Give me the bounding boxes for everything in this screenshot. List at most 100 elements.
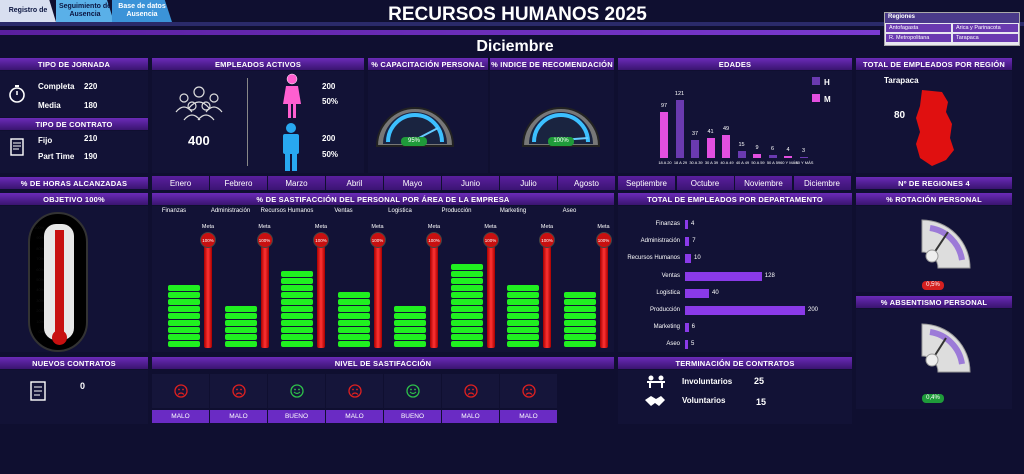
dept-label: Administración [640, 238, 680, 245]
age-bar-value: 3 [801, 147, 806, 154]
green-segment [224, 334, 257, 340]
month-marzo[interactable]: Marzo [268, 176, 326, 190]
legend-h-label: H [824, 78, 830, 87]
region-option[interactable]: Antofagasta [885, 23, 952, 33]
area-name: Producción [441, 208, 472, 214]
month-diciembre[interactable]: Diciembre [793, 176, 852, 190]
men-pct: 50% [322, 150, 339, 159]
meta-value: 100% [595, 232, 612, 248]
region-value: 80 [894, 110, 906, 121]
thermo-scale-label: 60% [36, 267, 44, 272]
region-option[interactable]: Arica y Parinacota [952, 23, 1019, 33]
age-bar [768, 155, 777, 158]
green-segment [394, 313, 426, 319]
meta-bar [204, 244, 212, 348]
month-noviembre[interactable]: Noviembre [735, 176, 793, 190]
nivel-label: BUENO [268, 410, 326, 423]
green-segment [337, 313, 370, 319]
area-name: Logistica [388, 208, 412, 214]
rotacion-gauge [921, 219, 971, 269]
month-septiembre[interactable]: Septiembre [618, 176, 676, 190]
dept-label: Finanzas [655, 221, 680, 227]
age-bar-label: 60 Y MÁS [780, 160, 798, 165]
contract-icon [10, 138, 24, 156]
voluntarios-value: 15 [756, 397, 767, 407]
green-segment [281, 320, 313, 326]
dept-bar [685, 237, 690, 247]
regions-filter[interactable]: Regiones Antofagasta Arica y Parinacota … [884, 12, 1020, 46]
green-segment [281, 278, 313, 284]
month-febrero[interactable]: Febrero [210, 176, 268, 190]
month-enero[interactable]: Enero [152, 176, 210, 190]
nivel-face [152, 374, 210, 408]
month-julio[interactable]: Julio [500, 176, 558, 190]
empleados-header: EMPLEADOS ACTIVOS [152, 58, 364, 70]
edades-panel [618, 71, 852, 173]
nivel-label: MALO [152, 410, 210, 423]
green-segment [168, 341, 200, 347]
green-segment [224, 313, 257, 319]
green-segment [563, 320, 596, 326]
age-bar [753, 153, 761, 158]
green-segment [168, 285, 200, 291]
area-name: Recursos Humanos [260, 208, 314, 214]
green-segment [224, 327, 257, 333]
area-name: Finanzas [161, 208, 187, 214]
green-segment [450, 327, 483, 333]
green-segment [450, 306, 483, 312]
tab-registro[interactable]: Registro de [0, 0, 56, 22]
green-segment [281, 285, 313, 291]
male-icon [283, 123, 299, 171]
age-bar-label: 30 A 39 [704, 160, 719, 165]
jornada-header: TIPO DE JORNADA [0, 58, 148, 70]
month-junio[interactable]: Junio [442, 176, 500, 190]
age-bar-label: 40 A 49 [735, 160, 750, 165]
month-mayo[interactable]: Mayo [384, 176, 442, 190]
terminacion-header: TERMINACIÓN DE CONTRATOS [618, 357, 852, 369]
involuntarios-value: 25 [754, 376, 765, 386]
tab-seguimiento[interactable]: Seguimiento de Ausencia [56, 0, 114, 22]
region-option[interactable]: R. Metropolitana [885, 33, 952, 43]
green-segment [337, 341, 370, 347]
green-segment [450, 264, 483, 270]
green-segment [450, 285, 483, 291]
area-name: Administración [210, 208, 251, 214]
age-bar [675, 100, 684, 158]
month-agosto[interactable]: Agosto [558, 176, 616, 190]
region-name: Tarapaca [884, 76, 919, 85]
tab-base-datos[interactable]: Base de datos Ausencia [112, 0, 172, 22]
edades-header: EDADES [618, 58, 852, 70]
thermo-scale-label: 90% [36, 236, 44, 241]
green-segment [394, 341, 426, 347]
green-segment [224, 320, 257, 326]
green-segment [281, 334, 313, 340]
green-segment [168, 292, 200, 298]
thermo-scale-label: 80% [36, 246, 44, 251]
green-segment [337, 334, 370, 340]
age-bar [784, 156, 792, 158]
num-regiones-header: Nº DE REGIONES 4 [856, 177, 1012, 189]
month-abril[interactable]: Abril [326, 176, 384, 190]
sad-face-icon [173, 384, 188, 398]
media-label: Media [38, 101, 61, 110]
meta-value: 100% [200, 232, 216, 248]
rotacion-value: 0,5% [922, 281, 944, 290]
age-bar-value: 97 [660, 102, 668, 109]
region-option[interactable]: Tarapaca [952, 33, 1019, 43]
age-bar-value: 49 [722, 125, 730, 132]
green-segment [507, 327, 539, 333]
meta-label: Meta [540, 224, 554, 230]
dept-bar [685, 271, 762, 281]
month-octubre[interactable]: Octubre [676, 176, 735, 190]
month-title: Diciembre [476, 38, 554, 55]
meta-value: 100% [256, 232, 273, 248]
meta-bar [543, 244, 551, 348]
involuntarios-label: Involuntarios [682, 377, 733, 386]
green-segment [450, 341, 483, 347]
green-segment [281, 292, 313, 298]
nivel-face [442, 374, 500, 408]
total-empleados: 400 [188, 133, 210, 148]
age-bar-label: 40 A 49 [720, 160, 734, 165]
dept-value: 40 [712, 289, 719, 296]
thermo-scale-label: 30% [36, 298, 44, 303]
